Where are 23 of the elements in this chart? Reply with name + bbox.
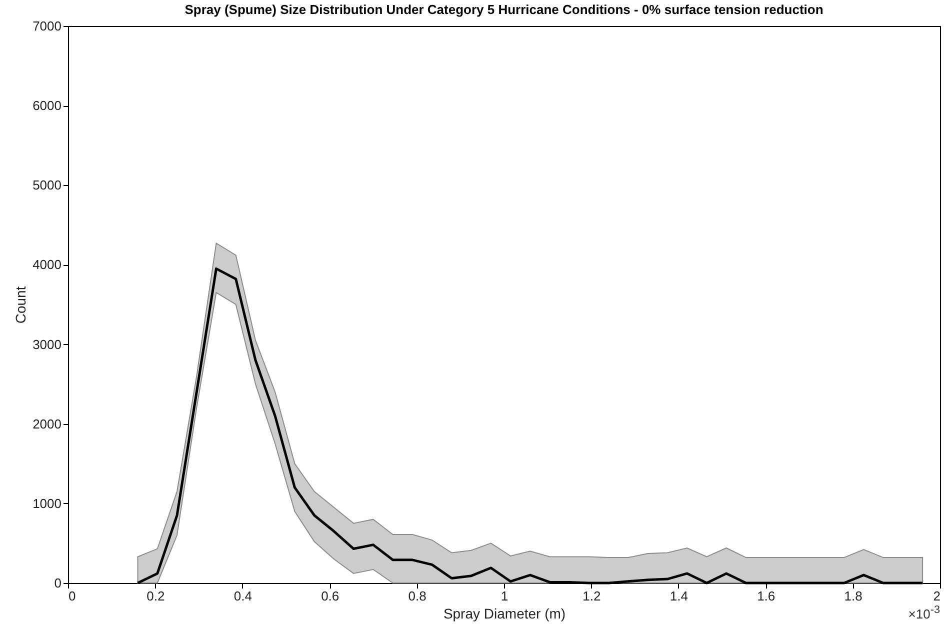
x-tick-label: 1.2 (582, 588, 601, 604)
x-tick-label: 0.4 (234, 588, 252, 604)
x-tick-label: 0.6 (321, 588, 340, 604)
y-tick-label: 3000 (32, 336, 62, 352)
x-tick-label: 2 (933, 588, 940, 604)
x-tick-label: 1.8 (844, 588, 862, 604)
text: ×10$^{-3}$ (908, 604, 940, 622)
y-tick-label: 1000 (32, 496, 62, 511)
x-axis-title: Spray Diameter (m) (443, 606, 566, 622)
y-axis-title: Count (12, 286, 29, 324)
x-tick-label: 1.6 (757, 588, 776, 604)
x-tick-label: 1 (500, 588, 508, 604)
y-tick-label: 7000 (32, 18, 62, 34)
x-tick-label: 0.8 (408, 588, 426, 604)
y-tick-label: 6000 (32, 98, 62, 114)
y-tick-label: 4000 (32, 257, 62, 272)
x-tick-label: 1.4 (670, 588, 688, 604)
x-tick-label: 0 (68, 588, 76, 604)
y-tick-label: 5000 (32, 178, 62, 193)
y-tick-label: 2000 (32, 416, 62, 432)
chart-title: Spray (Spume) Size Distribution Under Category 5 Hurricane Conditions - 0% surface tension reduction (184, 2, 824, 17)
x-tick-label: 0.2 (146, 588, 165, 604)
y-tick-label: 0 (54, 576, 62, 590)
